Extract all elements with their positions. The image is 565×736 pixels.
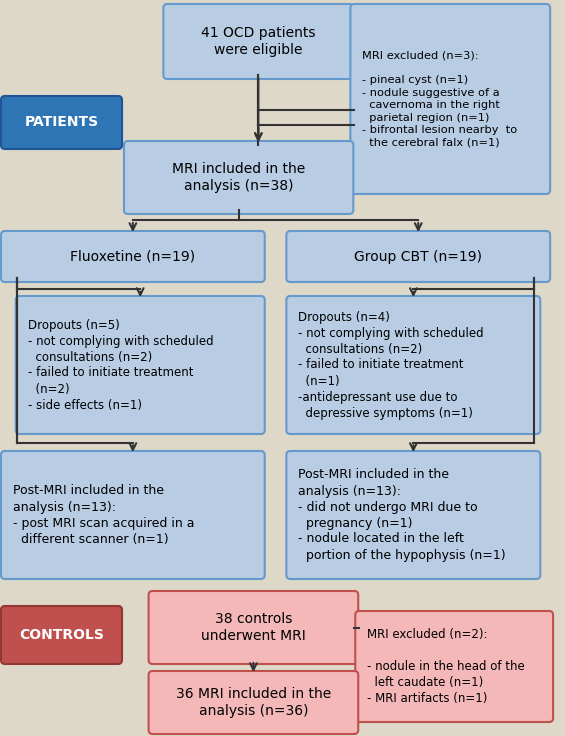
- Text: Post-MRI included in the
analysis (n=13):
- post MRI scan acquired in a
  differ: Post-MRI included in the analysis (n=13)…: [13, 484, 194, 545]
- FancyBboxPatch shape: [1, 96, 122, 149]
- Text: Group CBT (n=19): Group CBT (n=19): [354, 250, 483, 263]
- FancyBboxPatch shape: [16, 296, 265, 434]
- Text: 38 controls
underwent MRI: 38 controls underwent MRI: [201, 612, 306, 643]
- FancyBboxPatch shape: [1, 606, 122, 664]
- FancyBboxPatch shape: [355, 611, 553, 722]
- FancyBboxPatch shape: [124, 141, 353, 214]
- FancyBboxPatch shape: [286, 451, 540, 579]
- FancyBboxPatch shape: [286, 231, 550, 282]
- FancyBboxPatch shape: [149, 671, 358, 734]
- Text: MRI excluded (n=3):

- pineal cyst (n=1)
- nodule suggestive of a
  cavernoma in: MRI excluded (n=3): - pineal cyst (n=1) …: [362, 51, 518, 147]
- FancyBboxPatch shape: [1, 231, 265, 282]
- Text: MRI excluded (n=2):

- nodule in the head of the
  left caudate (n=1)
- MRI arti: MRI excluded (n=2): - nodule in the head…: [367, 628, 525, 705]
- Text: 36 MRI included in the
analysis (n=36): 36 MRI included in the analysis (n=36): [176, 687, 331, 718]
- Text: MRI included in the
analysis (n=38): MRI included in the analysis (n=38): [172, 162, 305, 193]
- FancyBboxPatch shape: [350, 4, 550, 194]
- FancyBboxPatch shape: [286, 296, 540, 434]
- Text: Post-MRI included in the
analysis (n=13):
- did not undergo MRI due to
  pregnan: Post-MRI included in the analysis (n=13)…: [298, 469, 506, 562]
- Text: Fluoxetine (n=19): Fluoxetine (n=19): [70, 250, 195, 263]
- FancyBboxPatch shape: [149, 591, 358, 664]
- FancyBboxPatch shape: [1, 451, 265, 579]
- Text: 41 OCD patients
were eligible: 41 OCD patients were eligible: [201, 26, 316, 57]
- Text: Dropouts (n=5)
- not complying with scheduled
  consultations (n=2)
- failed to : Dropouts (n=5) - not complying with sche…: [28, 319, 213, 411]
- FancyBboxPatch shape: [163, 4, 353, 79]
- Text: CONTROLS: CONTROLS: [19, 628, 104, 642]
- Text: Dropouts (n=4)
- not complying with scheduled
  consultations (n=2)
- failed to : Dropouts (n=4) - not complying with sche…: [298, 311, 484, 420]
- Text: PATIENTS: PATIENTS: [24, 116, 98, 130]
